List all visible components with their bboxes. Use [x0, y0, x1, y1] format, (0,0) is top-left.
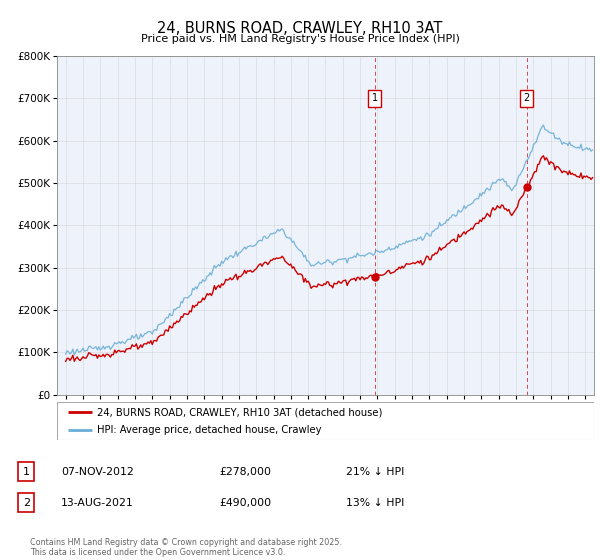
Text: £278,000: £278,000 [220, 466, 271, 477]
Text: 2: 2 [524, 94, 530, 104]
Text: 13% ↓ HPI: 13% ↓ HPI [346, 498, 404, 508]
Text: Contains HM Land Registry data © Crown copyright and database right 2025.
This d: Contains HM Land Registry data © Crown c… [30, 538, 342, 557]
Text: 2: 2 [23, 498, 30, 508]
Text: 07-NOV-2012: 07-NOV-2012 [61, 466, 134, 477]
Text: 1: 1 [372, 94, 378, 104]
Text: £490,000: £490,000 [220, 498, 271, 508]
Text: 24, BURNS ROAD, CRAWLEY, RH10 3AT: 24, BURNS ROAD, CRAWLEY, RH10 3AT [157, 21, 443, 36]
Text: HPI: Average price, detached house, Crawley: HPI: Average price, detached house, Craw… [97, 425, 322, 435]
Text: Price paid vs. HM Land Registry's House Price Index (HPI): Price paid vs. HM Land Registry's House … [140, 34, 460, 44]
Text: 13-AUG-2021: 13-AUG-2021 [61, 498, 134, 508]
Text: 1: 1 [23, 466, 30, 477]
FancyBboxPatch shape [57, 402, 594, 440]
Text: 21% ↓ HPI: 21% ↓ HPI [346, 466, 404, 477]
Text: 24, BURNS ROAD, CRAWLEY, RH10 3AT (detached house): 24, BURNS ROAD, CRAWLEY, RH10 3AT (detac… [97, 407, 383, 417]
